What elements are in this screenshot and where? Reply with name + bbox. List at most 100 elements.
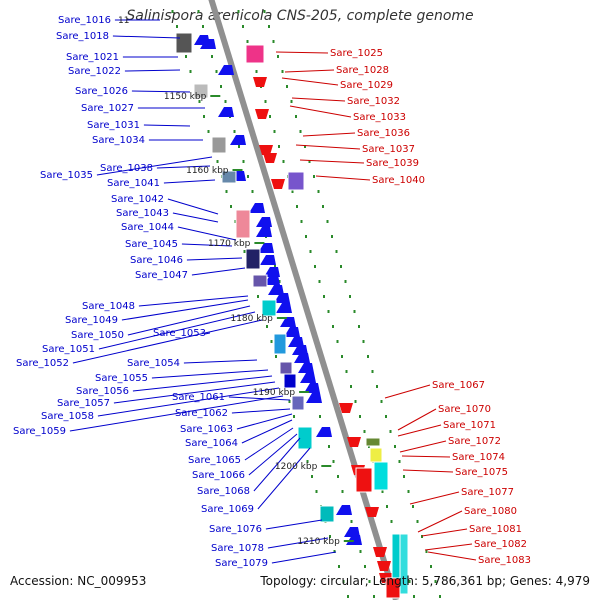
- guide-dot: [295, 115, 297, 118]
- gene-block: [245, 44, 265, 64]
- right-connector: [421, 528, 468, 537]
- guide-dot: [342, 580, 345, 583]
- tick-label: 1170 kbp: [208, 239, 251, 249]
- gene-block: [355, 467, 373, 493]
- left-gene-label: Sare_1056: [76, 386, 129, 397]
- left-gene-label: Sare_1051: [42, 344, 95, 355]
- guide-dot: [203, 115, 205, 118]
- right-connector: [275, 51, 329, 54]
- right-connector: [299, 159, 365, 164]
- left-gene-label: Sare_1054: [127, 358, 180, 369]
- tick-label: 1190 kbp: [253, 388, 296, 398]
- gene-arrow-reverse: [373, 547, 387, 557]
- left-gene-label: Sare_1043: [116, 208, 169, 219]
- right-gene-label: Sare_1029: [340, 80, 393, 91]
- guide-dot: [291, 190, 294, 193]
- guide-dot: [198, 100, 201, 103]
- guide-dot: [439, 595, 441, 598]
- right-connector: [397, 424, 442, 437]
- guide-dot: [430, 565, 432, 568]
- gene-arrow-forward: [256, 227, 272, 237]
- gene-arrow-forward: [256, 217, 272, 227]
- right-connector: [284, 69, 335, 73]
- guide-dot: [251, 190, 254, 193]
- gene-arrow-reverse: [339, 403, 353, 413]
- right-connector: [427, 551, 477, 561]
- gene-arrow-reverse: [253, 77, 267, 87]
- right-connector: [302, 132, 356, 137]
- gene-block: [297, 426, 313, 450]
- guide-dot: [358, 325, 360, 328]
- gene-block: [279, 361, 293, 375]
- gene-arrow-forward: [284, 327, 300, 337]
- guide-dot: [255, 70, 258, 73]
- guide-dot: [269, 115, 271, 118]
- guide-dot: [185, 55, 187, 58]
- left-connector: [72, 319, 263, 364]
- left-gene-label: Sare_1052: [16, 358, 69, 369]
- gene-block: [245, 248, 261, 270]
- left-connector: [228, 396, 291, 401]
- gene-arrow-forward: [294, 353, 310, 363]
- kbp-ticks: 1150 kbp 1160 kbp 1170 kbp 1180 kbp 1190 kbp…: [164, 92, 354, 547]
- guide-dot: [344, 280, 347, 283]
- left-gene-label: Sare_1057: [57, 398, 110, 409]
- gene-block: [175, 32, 193, 54]
- guide-dot: [336, 340, 339, 343]
- gene-arrow-reverse: [259, 145, 273, 155]
- left-gene-label: Sare_1055: [95, 373, 148, 384]
- left-connector: [186, 257, 243, 261]
- left-connector: [253, 437, 301, 492]
- left-connector: [127, 305, 251, 336]
- guide-dot: [350, 520, 353, 523]
- gene-arrow-forward: [300, 373, 316, 383]
- guide-dot: [359, 550, 362, 553]
- tick-label: 1210 kbp: [297, 537, 340, 547]
- guide-dot: [421, 535, 423, 538]
- gene-arrow-forward: [218, 107, 234, 117]
- left-gene-label: Sare_1038: [100, 163, 153, 174]
- guide-dot: [425, 550, 428, 553]
- genome-summary-text: Topology: circular; Length: 5,786,361 bp…: [260, 574, 590, 588]
- left-connector: [271, 551, 337, 564]
- left-gene-label: Sare_1065: [188, 455, 241, 466]
- guide-dot: [282, 160, 285, 163]
- accession-text: Accession: NC_009953: [10, 574, 147, 588]
- guide-dot: [318, 280, 321, 283]
- guide-dot: [277, 55, 279, 58]
- guide-dot: [233, 130, 236, 133]
- left-gene-label: Sare_1021: [66, 52, 119, 63]
- left-connector: [244, 427, 294, 461]
- gene-block: [193, 83, 209, 99]
- right-gene-label: Sare_1080: [464, 506, 517, 517]
- left-connector: [151, 369, 269, 379]
- guide-dot: [286, 85, 288, 88]
- gene-block: [373, 461, 389, 491]
- left-gene-label: Sare_1044: [121, 222, 174, 233]
- guide-dot: [319, 415, 321, 418]
- guide-dot: [394, 445, 396, 448]
- guide-dot: [171, 10, 174, 13]
- guide-dot: [299, 130, 302, 133]
- left-gene-label: Sare_1068: [197, 486, 250, 497]
- left-connector: [236, 413, 293, 430]
- left-connector: [96, 156, 213, 176]
- guide-dot: [332, 325, 334, 328]
- guide-dot: [305, 235, 307, 238]
- gene-arrow-forward: [304, 383, 320, 393]
- left-connector: [267, 537, 329, 549]
- right-gene-label: Sare_1032: [347, 96, 400, 107]
- left-connector: [257, 447, 311, 510]
- backbone-line: [208, 0, 399, 600]
- guide-dot: [398, 460, 401, 463]
- left-gene-label: Sare_1034: [92, 135, 145, 146]
- gene-arrow-reverse: [271, 179, 285, 189]
- guide-dot: [293, 415, 295, 418]
- left-gene-label: Sare_1061: [172, 392, 225, 403]
- left-gene-label: Sare_1035: [40, 170, 93, 181]
- guide-dot: [364, 565, 366, 568]
- guide-dot: [333, 550, 336, 553]
- left-connector: [69, 395, 284, 432]
- right-connector: [424, 543, 473, 551]
- left-connector: [98, 311, 256, 350]
